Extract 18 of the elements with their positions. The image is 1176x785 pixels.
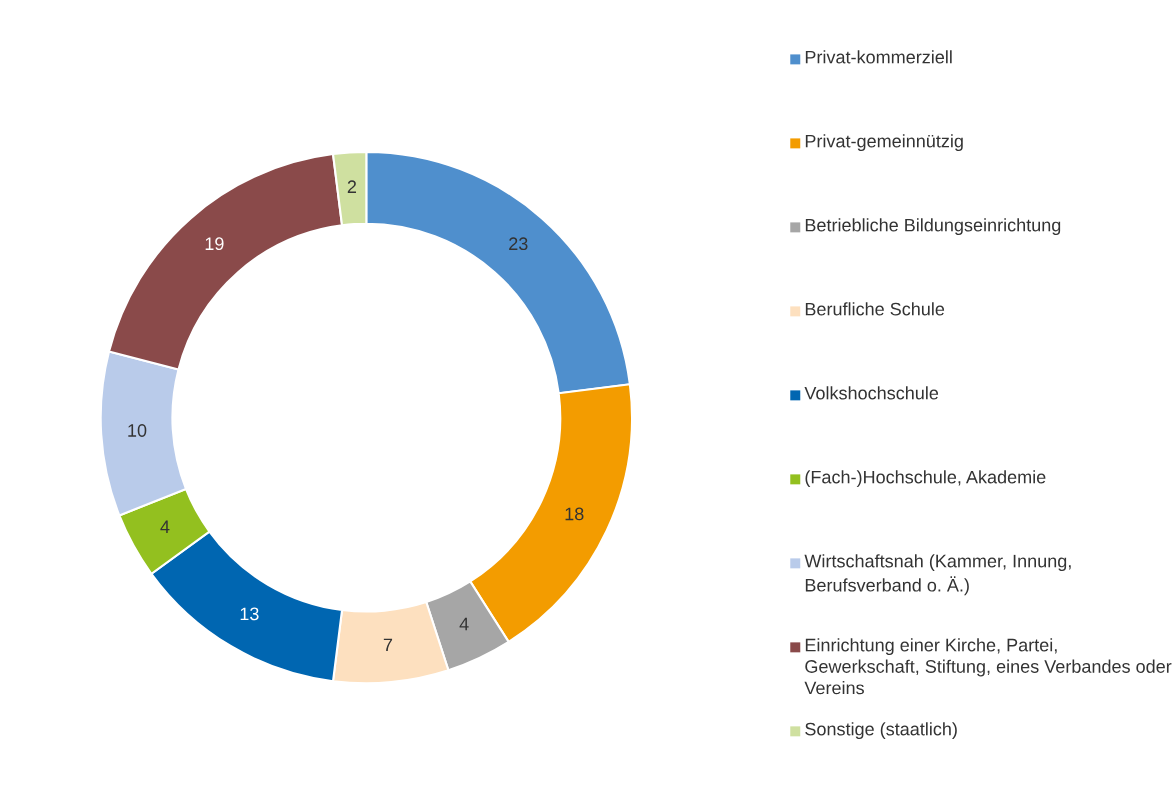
data-label: 10 <box>128 424 147 437</box>
legend-label: Berufliche Schule <box>805 302 945 316</box>
legend-label: Sonstige (staatlich) <box>805 722 957 740</box>
data-label: 4 <box>459 617 469 631</box>
legend-label: (Fach-)Hochschule, Akademie <box>805 470 1046 488</box>
data-label: 18 <box>565 507 584 521</box>
legend-label: Wirtschaftsnah (Kammer, Innung, Berufsverband o. Ä.) <box>804 554 1071 596</box>
legend-label: Privat-gemeinnützig <box>805 134 963 152</box>
data-label: 7 <box>383 638 393 652</box>
data-label: 23 <box>509 237 528 251</box>
data-label: 19 <box>205 237 224 251</box>
legend-label: Volkshochschule <box>804 386 939 400</box>
legend-label: Einrichtung einer Kirche, Partei, Gewerkschaft, Stiftung, eines Verbandes oder Vereins <box>804 638 1172 695</box>
data-label: 13 <box>240 607 259 621</box>
data-label: 4 <box>160 520 170 533</box>
legend-label: Privat-kommerziell <box>805 50 952 64</box>
data-label: 2 <box>347 180 357 193</box>
legend-label: Betriebliche Bildungseinrichtung <box>805 218 1061 236</box>
